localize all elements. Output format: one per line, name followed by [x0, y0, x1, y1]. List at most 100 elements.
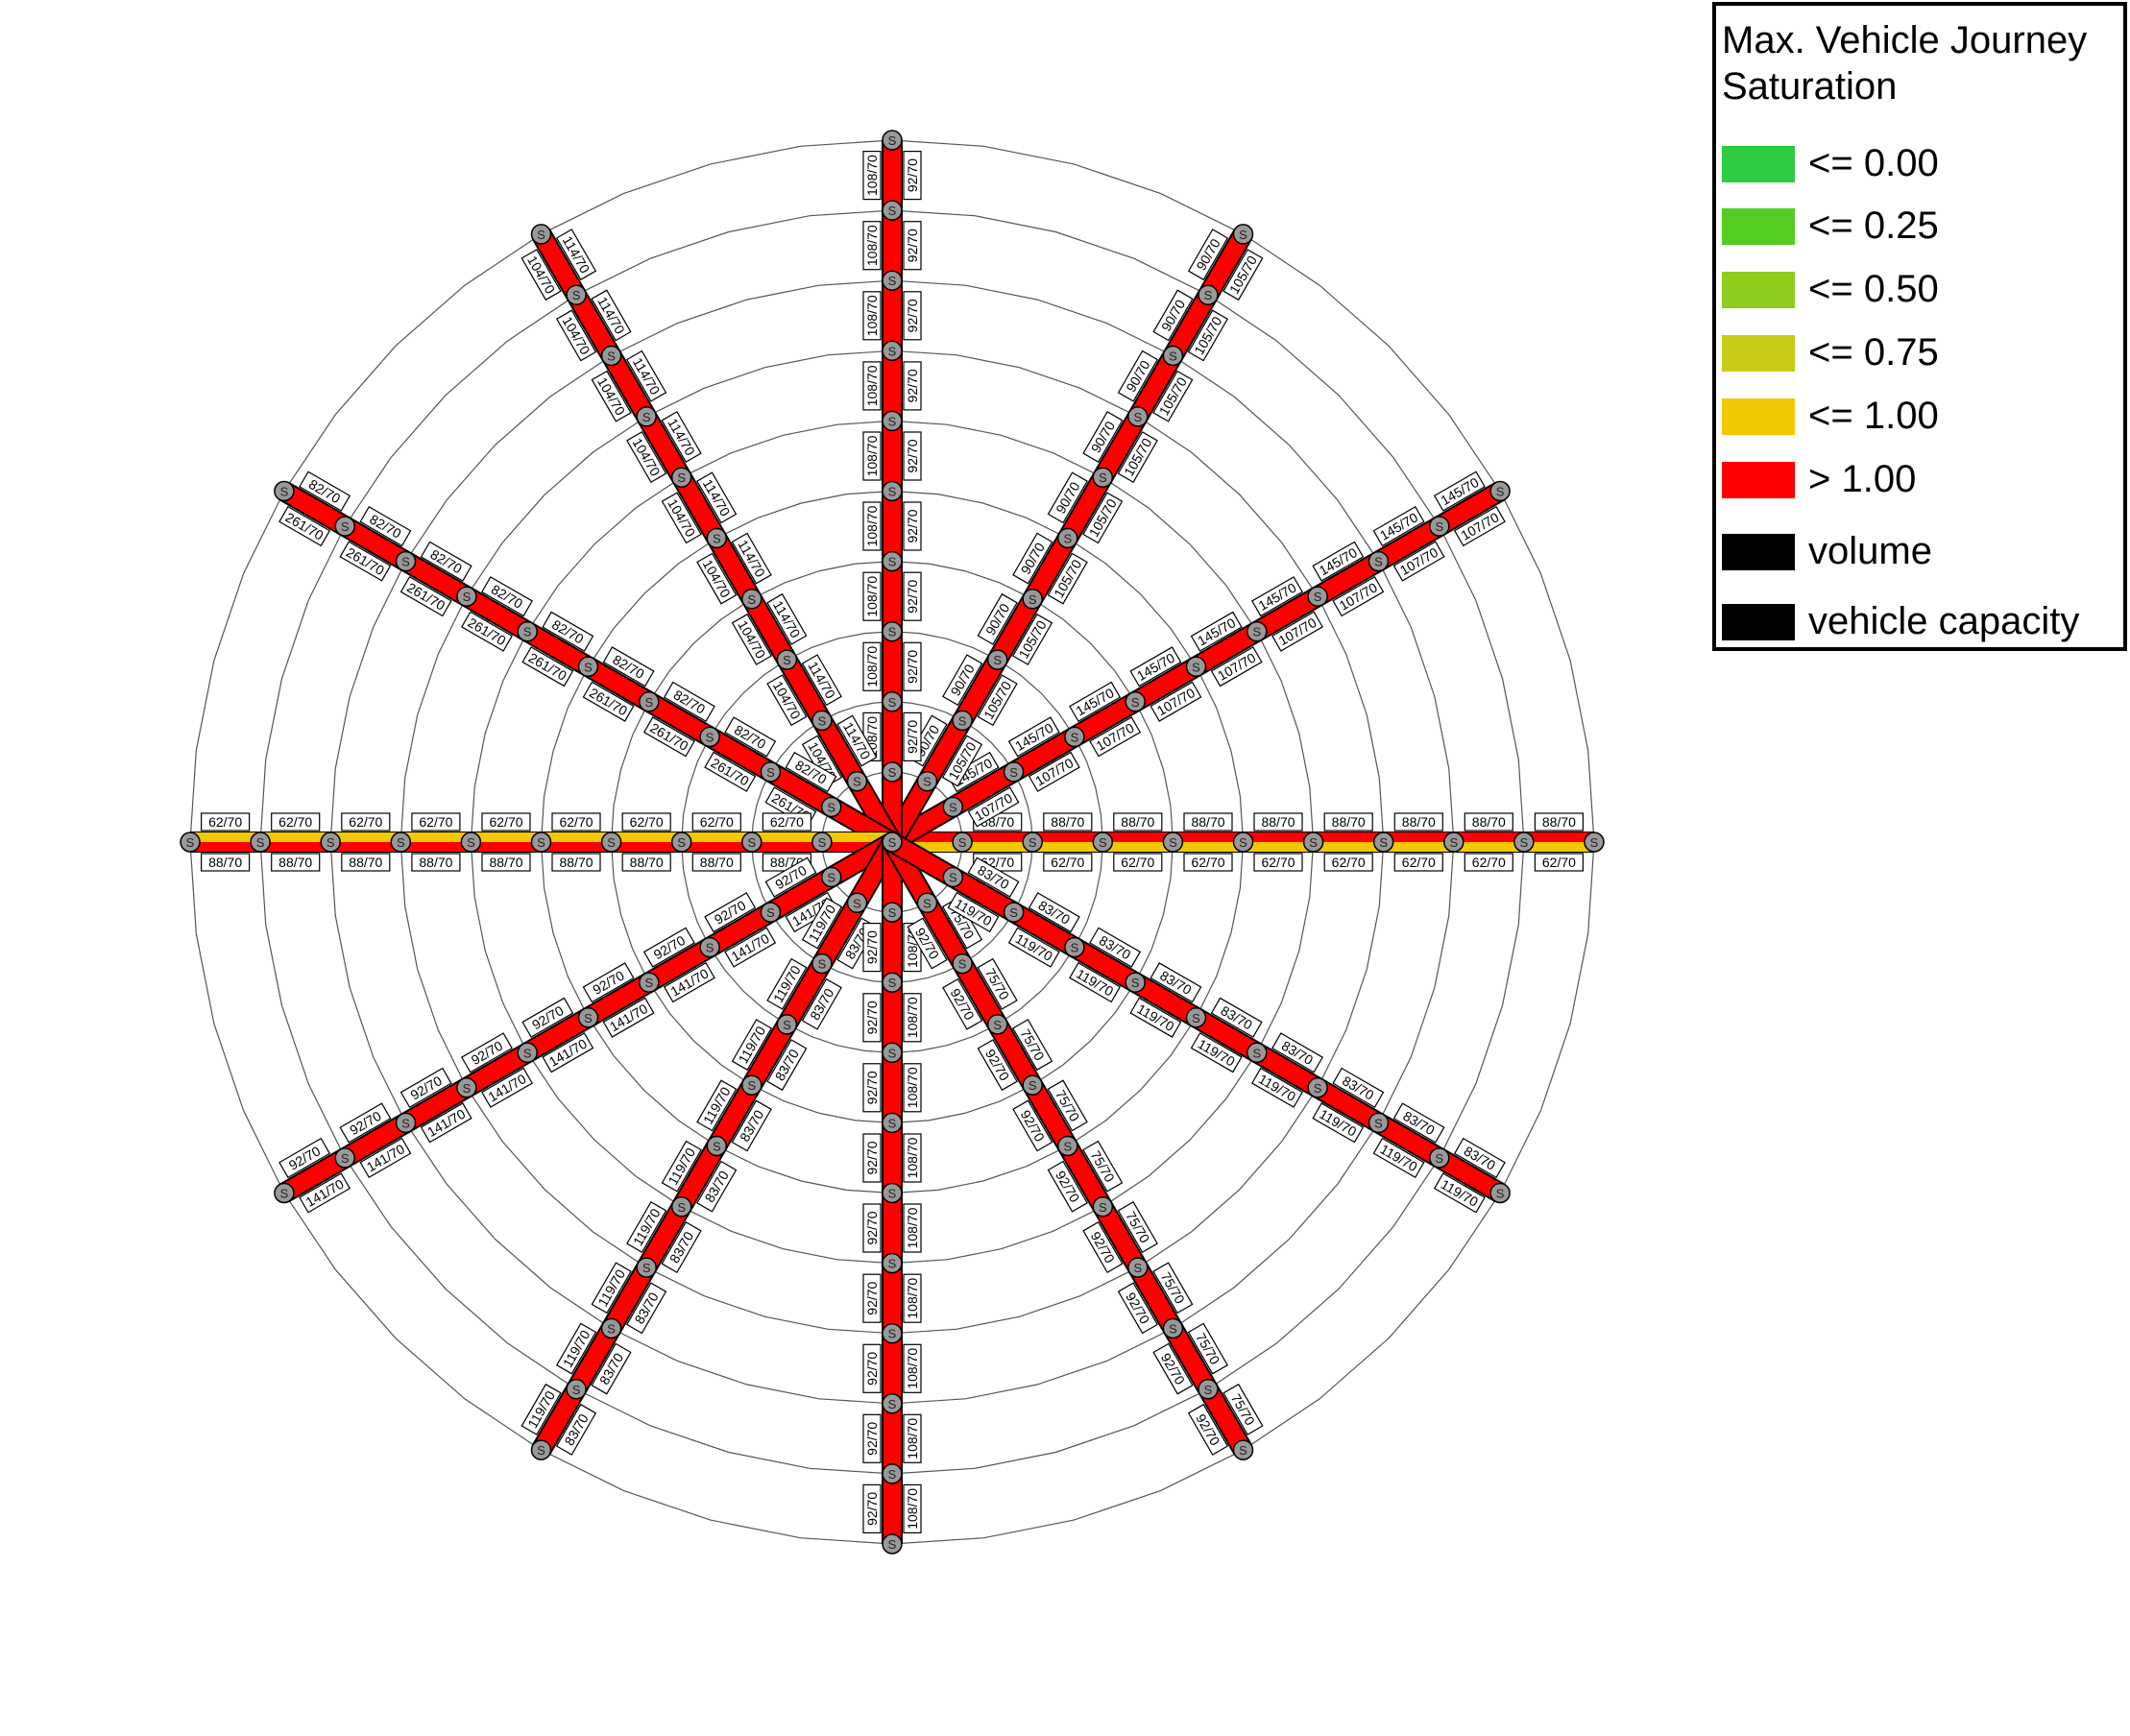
stop-node[interactable]	[846, 892, 868, 914]
stop-node[interactable]	[952, 952, 973, 975]
stop-node[interactable]	[1022, 1074, 1043, 1096]
stop-node[interactable]	[882, 691, 903, 712]
stop-node[interactable]	[1185, 1007, 1207, 1028]
stop-node[interactable]	[517, 620, 538, 642]
stop-node[interactable]	[1232, 224, 1254, 245]
stop-node[interactable]	[706, 527, 728, 549]
stop-node[interactable]	[1429, 1147, 1450, 1169]
stop-node[interactable]	[1064, 936, 1085, 958]
stop-node[interactable]	[882, 1322, 903, 1344]
stop-node[interactable]	[1125, 691, 1146, 712]
stop-node[interactable]	[636, 1257, 657, 1278]
stop-node[interactable]	[530, 1439, 552, 1460]
stop-node[interactable]	[639, 691, 660, 712]
stop-node[interactable]	[776, 649, 798, 670]
stop-node[interactable]	[882, 620, 903, 642]
stop-node[interactable]	[517, 1042, 538, 1064]
stop-node[interactable]	[882, 1393, 903, 1414]
stop-node[interactable]	[916, 892, 938, 914]
stop-node[interactable]	[670, 832, 692, 853]
stop-node[interactable]	[882, 1252, 903, 1274]
stop-node[interactable]	[1429, 516, 1450, 537]
stop-node[interactable]	[882, 340, 903, 362]
stop-node[interactable]	[460, 832, 482, 853]
stop-node[interactable]	[1162, 832, 1184, 853]
stop-node[interactable]	[741, 832, 762, 853]
stop-node[interactable]	[882, 761, 903, 783]
stop-node[interactable]	[699, 726, 720, 748]
stop-node[interactable]	[636, 406, 657, 427]
stop-node[interactable]	[882, 1463, 903, 1484]
stop-node[interactable]	[1368, 1112, 1390, 1134]
stop-node[interactable]	[820, 866, 842, 888]
stop-node[interactable]	[1489, 1182, 1511, 1204]
stop-node[interactable]	[1489, 480, 1511, 502]
stop-node[interactable]	[250, 832, 271, 853]
stop-node[interactable]	[390, 832, 412, 853]
stop-node[interactable]	[811, 710, 833, 732]
stop-node[interactable]	[1092, 1196, 1114, 1218]
stop-node[interactable]	[882, 270, 903, 291]
stop-node[interactable]	[1127, 406, 1149, 427]
stop-node[interactable]	[1125, 972, 1146, 993]
stop-node[interactable]	[1198, 1379, 1219, 1400]
stop-node[interactable]	[320, 832, 341, 853]
stop-node[interactable]	[699, 936, 720, 958]
stop-node[interactable]	[1372, 832, 1394, 853]
stop-node[interactable]	[1443, 832, 1464, 853]
stop-node[interactable]	[942, 866, 964, 888]
stop-node[interactable]	[1057, 1135, 1078, 1157]
stop-node[interactable]	[1162, 1317, 1184, 1339]
stop-node[interactable]	[846, 770, 868, 792]
stop-node[interactable]	[882, 1182, 903, 1204]
stop-node[interactable]	[811, 952, 833, 975]
stop-node[interactable]	[600, 832, 622, 853]
stop-node[interactable]	[952, 832, 973, 853]
stop-node[interactable]	[760, 902, 782, 923]
stop-node[interactable]	[1307, 586, 1328, 607]
stop-node[interactable]	[1513, 832, 1535, 853]
stop-node[interactable]	[1584, 832, 1605, 853]
stop-node[interactable]	[274, 480, 295, 502]
stop-node[interactable]	[882, 200, 903, 221]
stop-node[interactable]	[776, 1014, 798, 1035]
stop-node[interactable]	[706, 1135, 728, 1157]
stop-node[interactable]	[1003, 761, 1025, 783]
stop-node[interactable]	[456, 586, 477, 607]
center-node[interactable]	[882, 832, 903, 853]
stop-node[interactable]	[395, 550, 417, 572]
stop-node[interactable]	[942, 796, 964, 818]
stop-node[interactable]	[882, 410, 903, 432]
stop-node[interactable]	[334, 1147, 355, 1169]
stop-node[interactable]	[882, 550, 903, 572]
stop-node[interactable]	[180, 832, 201, 853]
stop-node[interactable]	[882, 1112, 903, 1134]
stop-node[interactable]	[1247, 1042, 1268, 1064]
stop-node[interactable]	[577, 656, 599, 678]
stop-node[interactable]	[882, 1042, 903, 1064]
stop-node[interactable]	[1064, 726, 1085, 748]
stop-node[interactable]	[530, 224, 552, 245]
stop-node[interactable]	[577, 1007, 599, 1028]
stop-node[interactable]	[1092, 467, 1114, 488]
stop-node[interactable]	[811, 832, 833, 853]
stop-node[interactable]	[1307, 1077, 1328, 1098]
stop-node[interactable]	[600, 1317, 622, 1339]
stop-node[interactable]	[986, 649, 1008, 670]
stop-node[interactable]	[820, 796, 842, 818]
stop-node[interactable]	[882, 130, 903, 151]
stop-node[interactable]	[741, 1074, 762, 1096]
stop-node[interactable]	[1198, 284, 1219, 305]
stop-node[interactable]	[1232, 1439, 1254, 1460]
stop-node[interactable]	[670, 467, 692, 488]
stop-node[interactable]	[1302, 832, 1324, 853]
stop-node[interactable]	[530, 832, 552, 853]
stop-node[interactable]	[1127, 1257, 1149, 1278]
stop-node[interactable]	[882, 1533, 903, 1555]
stop-node[interactable]	[916, 770, 938, 792]
stop-node[interactable]	[456, 1077, 477, 1098]
stop-node[interactable]	[566, 1379, 587, 1400]
stop-node[interactable]	[1368, 550, 1390, 572]
stop-node[interactable]	[760, 761, 782, 783]
stop-node[interactable]	[1022, 832, 1043, 853]
